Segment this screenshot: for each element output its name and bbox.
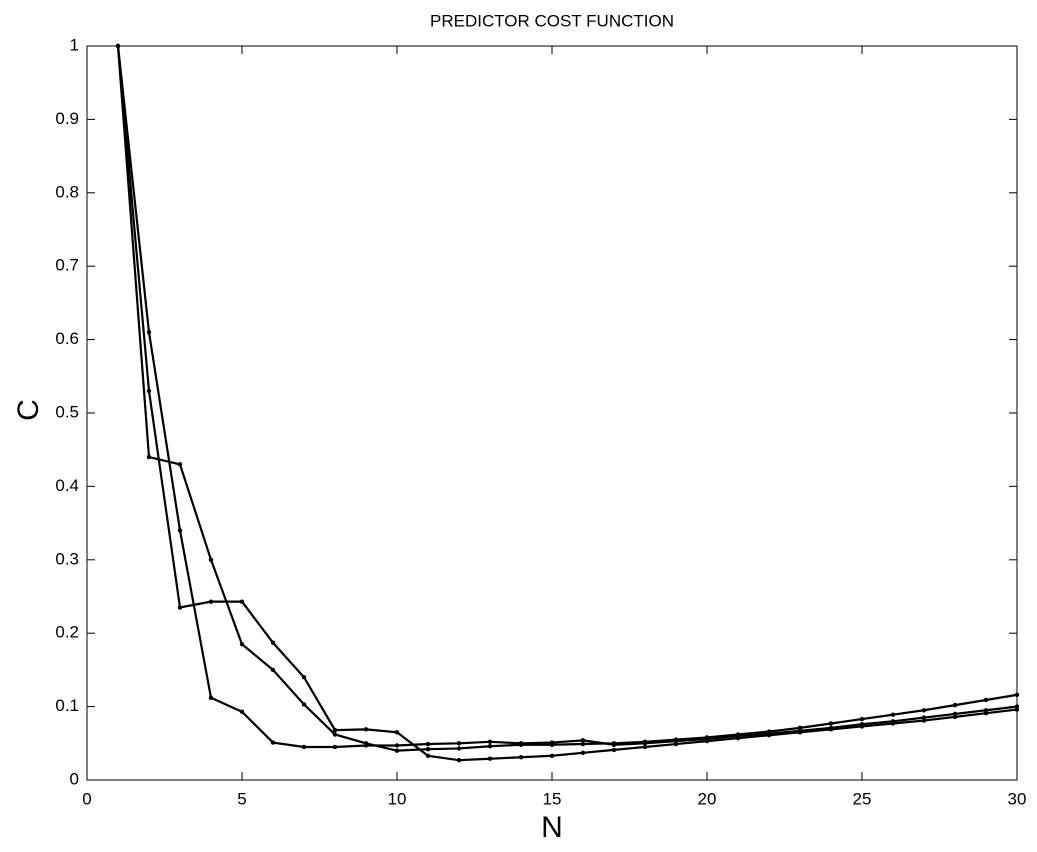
point	[921, 708, 927, 713]
y-tick-label: 0.4	[55, 476, 79, 495]
point	[425, 746, 431, 752]
y-tick-label: 0.8	[55, 182, 79, 201]
y-tick-label: 0.2	[55, 623, 79, 642]
point	[890, 719, 896, 724]
point	[425, 741, 431, 747]
point	[301, 675, 307, 680]
point	[301, 702, 307, 707]
point	[146, 388, 152, 394]
point	[859, 716, 865, 722]
x-tick-label: 0	[82, 789, 91, 808]
point	[301, 744, 307, 750]
point	[828, 721, 834, 726]
point	[828, 725, 834, 731]
point	[239, 642, 245, 647]
x-tick-label: 10	[388, 789, 407, 808]
point	[611, 747, 617, 753]
point	[208, 599, 214, 604]
y-tick-label: 0.3	[55, 549, 79, 568]
point	[177, 528, 183, 533]
x-tick-label: 20	[698, 789, 717, 808]
series-line	[116, 45, 1018, 762]
y-tick-label: 1	[70, 35, 79, 54]
point	[270, 640, 276, 645]
point	[456, 757, 462, 763]
point	[394, 730, 400, 735]
point	[487, 756, 493, 761]
point	[146, 454, 152, 460]
point	[952, 702, 958, 708]
point	[270, 667, 276, 673]
point	[1014, 692, 1020, 698]
point	[983, 708, 989, 713]
chart-title: PREDICTOR COST FUNCTION	[430, 11, 674, 30]
y-axis-label: C	[12, 399, 45, 421]
point	[580, 741, 586, 747]
plot-frame	[86, 45, 1018, 781]
point	[952, 711, 958, 717]
point	[363, 743, 369, 748]
y-tick-label: 0.9	[55, 109, 79, 128]
point	[177, 462, 183, 467]
y-tick-label: 0.5	[55, 402, 79, 421]
x-tick-label: 15	[543, 789, 562, 808]
point	[549, 753, 555, 758]
point	[177, 605, 183, 610]
point	[270, 740, 276, 745]
point	[518, 755, 524, 760]
point	[642, 744, 648, 750]
point	[239, 599, 245, 604]
point	[487, 744, 493, 749]
point	[332, 727, 338, 733]
point	[456, 741, 462, 746]
point	[146, 330, 152, 335]
point	[456, 746, 462, 751]
point	[611, 742, 617, 747]
point	[921, 715, 927, 720]
point	[394, 748, 400, 753]
point	[425, 753, 431, 758]
x-tick-label: 30	[1008, 789, 1027, 808]
y-tick-label: 0.1	[55, 696, 79, 715]
point	[332, 744, 338, 750]
point	[642, 741, 648, 746]
point	[487, 739, 493, 745]
point	[673, 738, 679, 744]
point	[208, 695, 214, 700]
point	[766, 731, 772, 736]
y-tick-label: 0.6	[55, 329, 79, 348]
series-line	[116, 45, 1018, 749]
point	[332, 732, 338, 737]
x-tick-label: 25	[853, 789, 872, 808]
y-tick-label: 0	[70, 769, 79, 788]
point	[580, 750, 586, 756]
point	[115, 43, 121, 49]
point	[549, 740, 555, 745]
point	[735, 733, 741, 739]
x-axis-label: N	[541, 811, 563, 844]
series-line	[116, 45, 1018, 752]
point	[859, 722, 865, 727]
point	[580, 738, 586, 743]
point	[1014, 704, 1020, 709]
point	[983, 697, 989, 703]
point	[890, 712, 896, 717]
point	[363, 727, 369, 732]
point	[239, 709, 245, 714]
point	[704, 736, 710, 742]
y-tick-label: 0.7	[55, 256, 79, 275]
point	[797, 728, 803, 734]
x-tick-label: 5	[237, 789, 246, 808]
point	[394, 743, 400, 748]
point	[518, 741, 524, 746]
point	[208, 557, 214, 562]
